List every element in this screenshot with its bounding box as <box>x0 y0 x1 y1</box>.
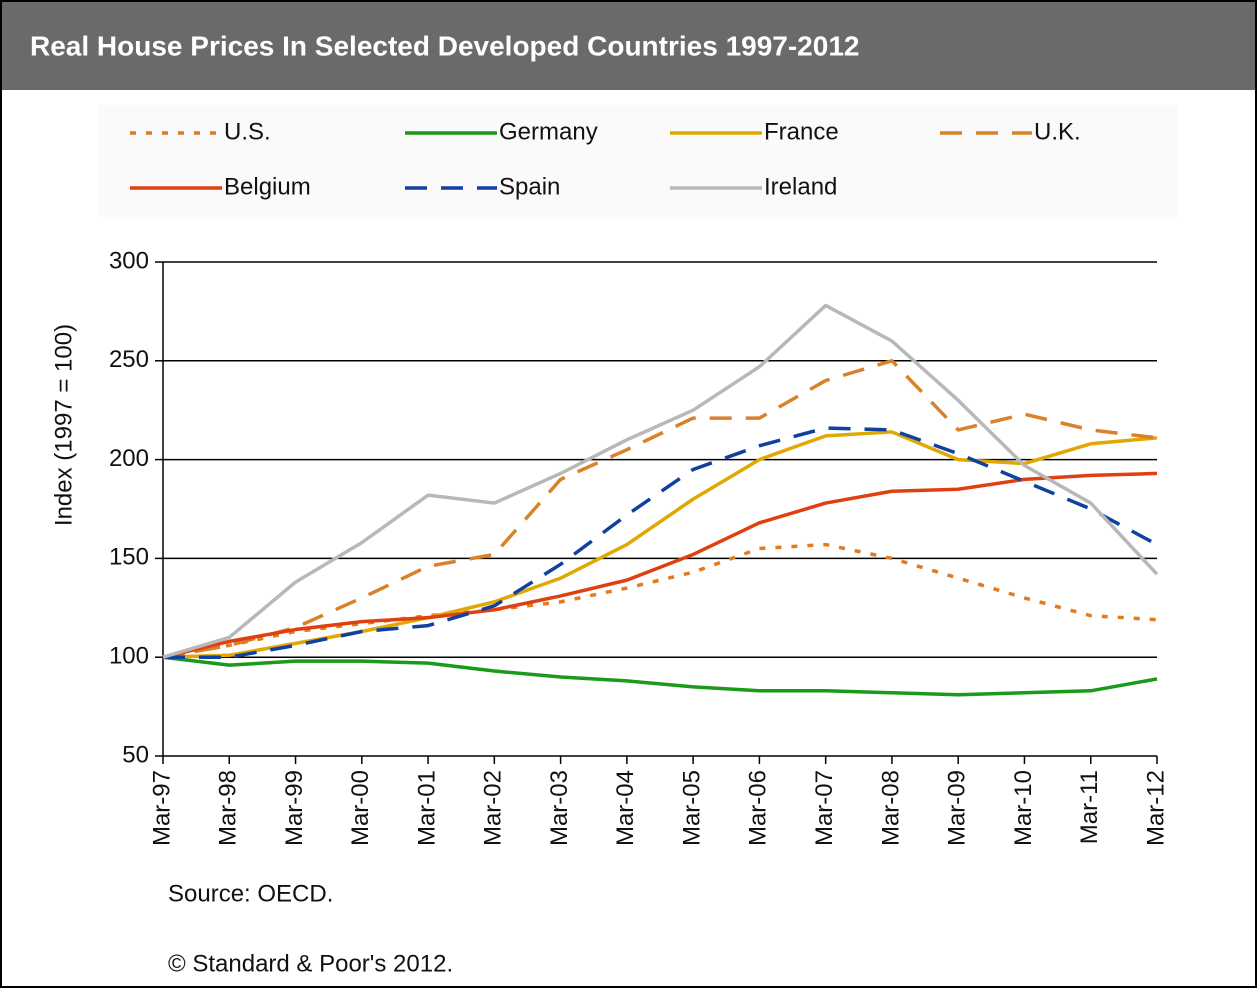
y-tick-label: 300 <box>109 247 149 274</box>
x-tick-label: Mar-97 <box>148 770 175 846</box>
y-tick-label: 250 <box>109 346 149 373</box>
copyright: © Standard & Poor's 2012. <box>168 950 453 977</box>
series-line <box>162 359 1158 659</box>
chart-title: Real House Prices In Selected Developed … <box>30 30 859 61</box>
legend-label: Germany <box>499 118 598 145</box>
x-tick-label: Mar-11 <box>1076 770 1103 844</box>
legend <box>98 105 1178 217</box>
x-tick-label: Mar-12 <box>1142 770 1169 846</box>
x-tick-label: Mar-03 <box>546 770 573 846</box>
x-tick-label: Mar-05 <box>678 770 705 846</box>
x-tick-label: Mar-08 <box>877 770 904 846</box>
x-tick-label: Mar-01 <box>413 770 440 846</box>
x-tick-label: Mar-00 <box>347 770 374 846</box>
legend-label: France <box>764 118 839 145</box>
y-tick-label: 150 <box>109 544 149 571</box>
source: Source: OECD. <box>168 880 333 907</box>
x-tick-label: Mar-06 <box>745 770 772 846</box>
x-tick-label: Mar-04 <box>612 770 639 846</box>
series-line <box>162 471 1158 659</box>
y-tick-label: 50 <box>122 741 149 768</box>
legend-label: Belgium <box>224 173 311 200</box>
legend-label: Ireland <box>764 173 837 200</box>
x-tick-label: Mar-07 <box>811 770 838 846</box>
x-tick-label: Mar-10 <box>1010 770 1037 846</box>
x-tick-label: Mar-99 <box>281 770 308 846</box>
title-bar <box>2 2 1255 90</box>
x-tick-label: Mar-02 <box>480 770 507 846</box>
series-line <box>162 655 1158 697</box>
x-tick-label: Mar-98 <box>215 770 242 846</box>
y-tick-label: 100 <box>109 643 149 670</box>
series-line <box>162 303 1159 659</box>
legend-label: U.K. <box>1034 118 1081 145</box>
legend-label: U.S. <box>224 118 271 145</box>
x-tick-label: Mar-09 <box>944 770 971 846</box>
series-line <box>162 430 1158 659</box>
legend-label: Spain <box>499 173 560 200</box>
y-axis-label: Index (1997 = 100) <box>50 324 77 526</box>
y-tick-label: 200 <box>109 445 149 472</box>
